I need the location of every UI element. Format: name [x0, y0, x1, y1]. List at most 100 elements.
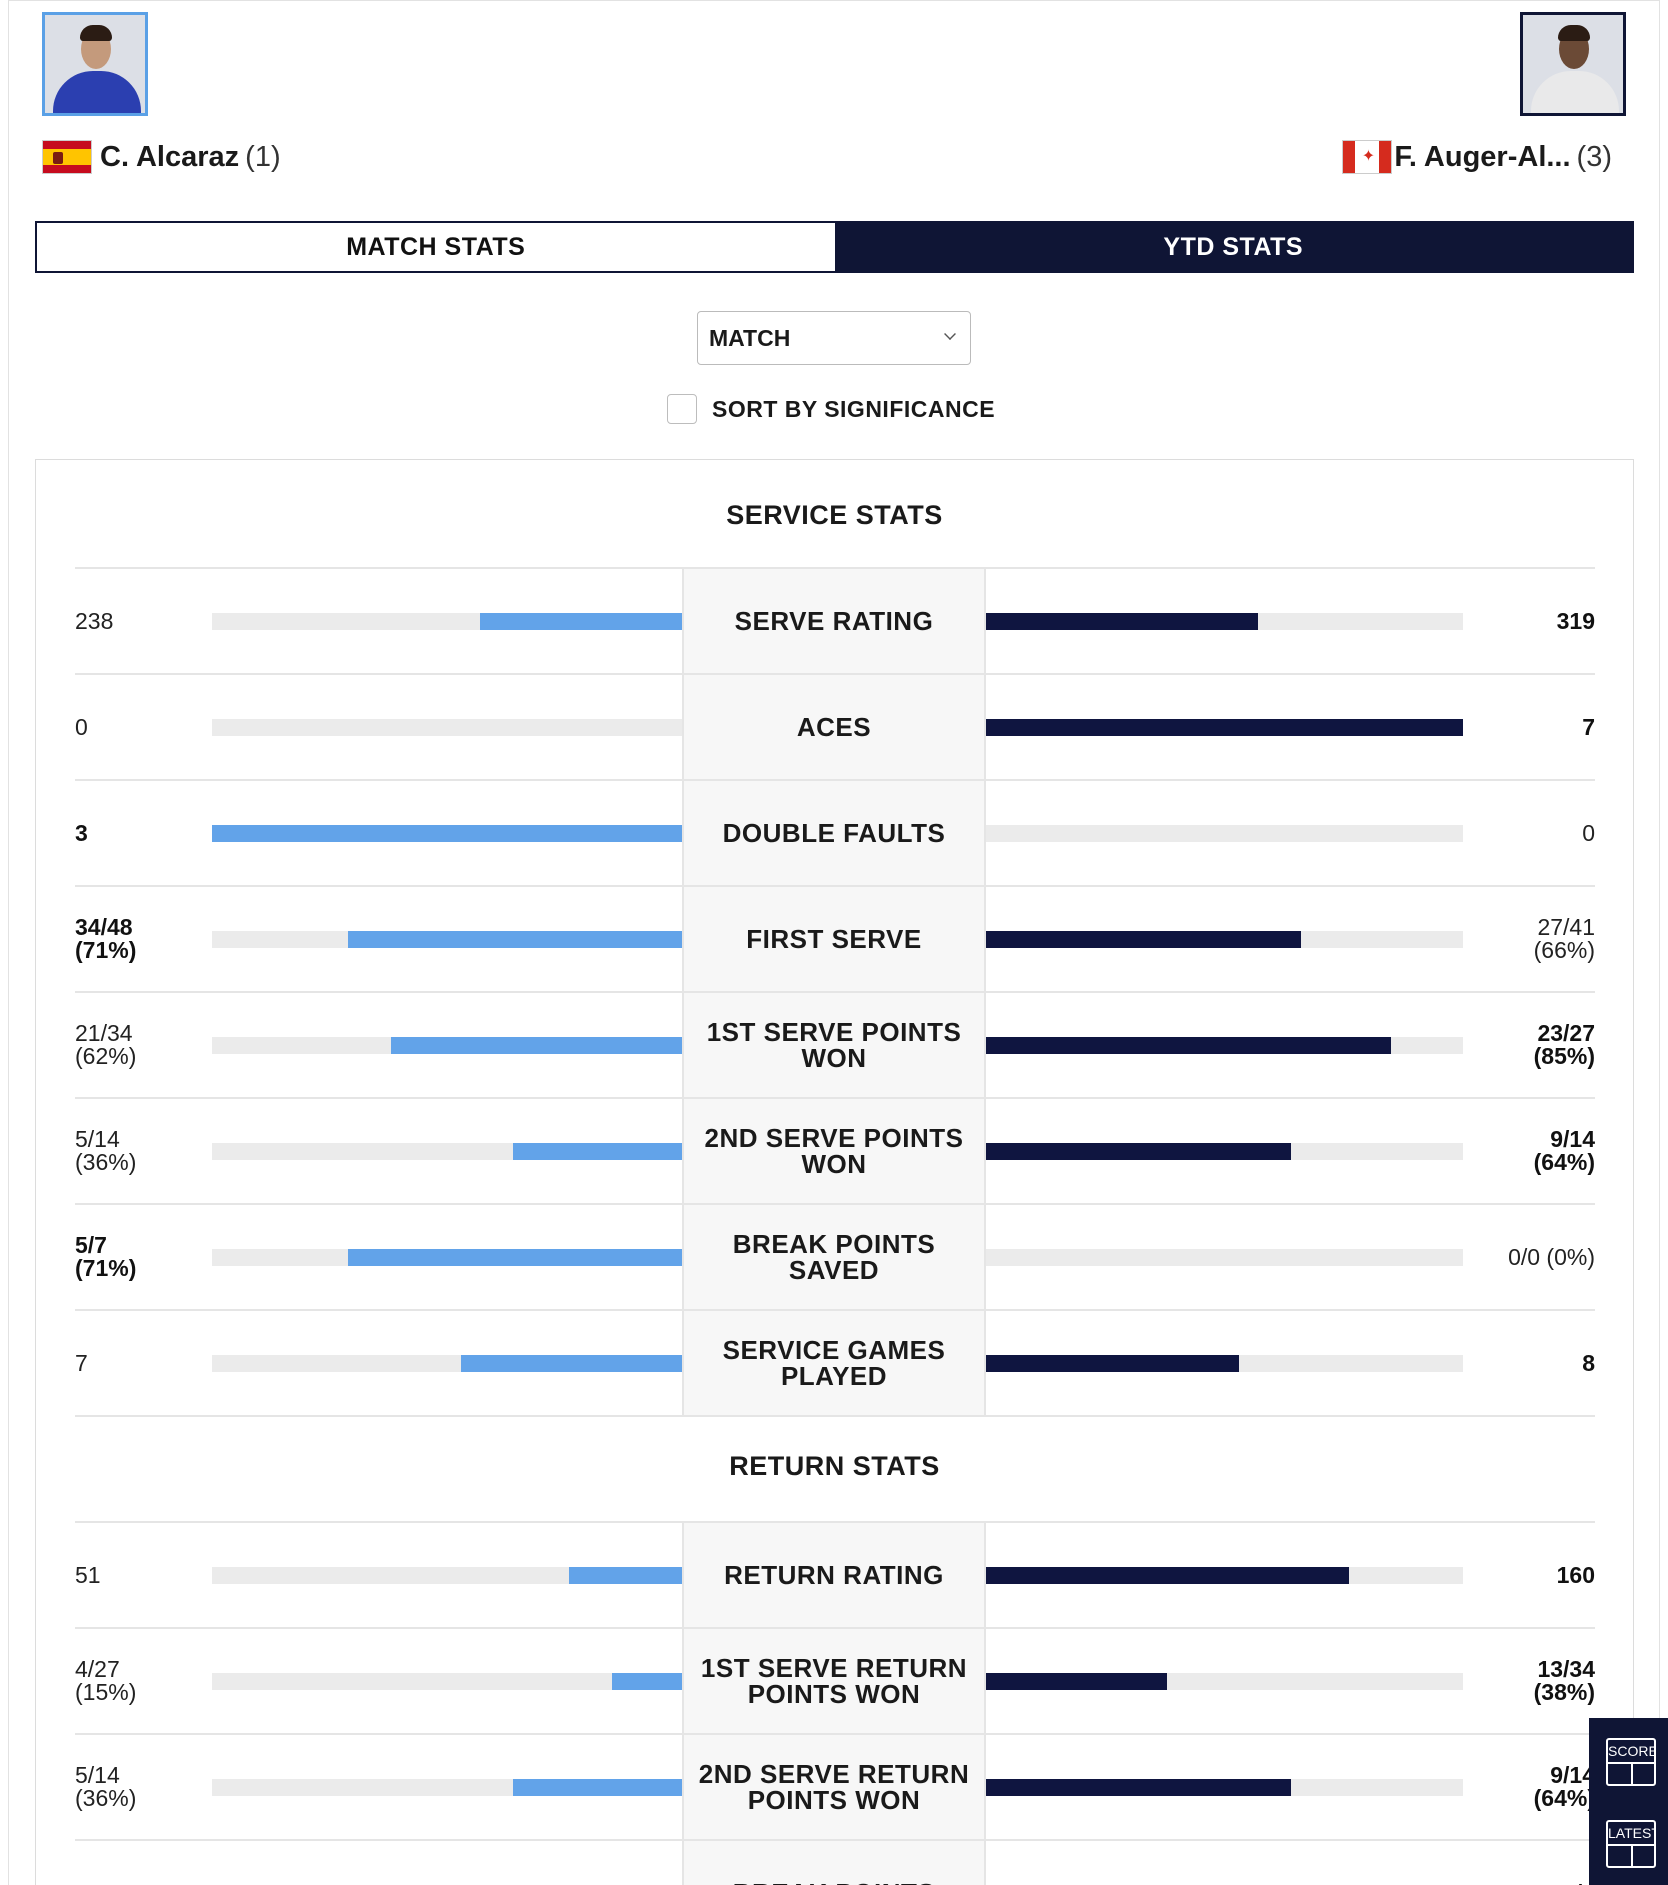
stat-right-bar [986, 1673, 1168, 1690]
stat-left-bar [479, 613, 682, 630]
stat-left-value: 3 [75, 781, 205, 885]
period-select[interactable]: MATCH [697, 311, 971, 365]
stat-label: DOUBLE FAULTS [682, 781, 986, 885]
stat-left-bar-track [212, 1249, 682, 1266]
stat-right-bar [986, 1037, 1392, 1054]
stat-row: 5/14 (36%) 2ND SERVE POINTS WON 9/14 (64%) [75, 1099, 1595, 1205]
stat-row: 5/14 (36%) 2ND SERVE RETURN POINTS WON 9/14… [75, 1735, 1595, 1841]
stat-left-value: 34/48 (71%) [75, 887, 205, 991]
stat-left-value-line: 7 [75, 1349, 88, 1376]
stat-left-bar-track [212, 719, 682, 736]
latest-label: LATEST [1608, 1825, 1656, 1841]
stat-left-bar-track [212, 1567, 682, 1584]
stat-left-bar-track [212, 1037, 682, 1054]
stat-left-bar [569, 1567, 682, 1584]
chevron-down-icon [944, 328, 956, 340]
service-section-title: SERVICE STATS [726, 500, 943, 530]
canada-flag-icon: ✦ [1342, 140, 1393, 174]
stat-left-value-line: 0 [75, 713, 88, 740]
stat-right-value: 23/27 (85%) [1455, 993, 1595, 1097]
stat-right-value-line: (66%) [1533, 937, 1595, 963]
stat-left-value: 5/14 (36%) [75, 1099, 205, 1203]
scores-label: SCORES [1608, 1743, 1654, 1759]
stat-left-value-line: 34/48 [75, 914, 133, 940]
stat-left-value-line: 3 [75, 819, 88, 846]
player-right-photo[interactable] [1520, 12, 1626, 116]
sort-checkbox[interactable] [667, 394, 697, 424]
stat-right-value: 319 [1455, 569, 1595, 673]
stat-right-value: 9/14 (64%) [1455, 1735, 1595, 1839]
tab-match-stats[interactable]: MATCH STATS [37, 223, 835, 271]
stat-label: SERVICE GAMES PLAYED [682, 1311, 986, 1415]
sort-toggle[interactable]: SORT BY SIGNIFICANCE [667, 394, 995, 424]
stat-label: 1ST SERVE RETURN POINTS WON [682, 1629, 986, 1733]
stat-left-bar [348, 931, 682, 948]
stat-right-bar-track [986, 1673, 1463, 1690]
stat-right-value: 8 [1455, 1311, 1595, 1415]
player-left-seed: (1) [245, 140, 281, 173]
spain-flag-icon [42, 140, 92, 174]
stat-right-value: 160 [1455, 1523, 1595, 1627]
stat-row: BREAK POINTS 2/7 [75, 1841, 1595, 1885]
stat-right-bar [986, 613, 1258, 630]
stat-left-value-line: 5/14 [75, 1126, 120, 1152]
player-left-name[interactable]: C. Alcaraz (1) [42, 140, 281, 174]
player-right-seed: (3) [1576, 140, 1612, 173]
stat-left-bar-track [212, 1673, 682, 1690]
stat-row: 21/34 (62%) 1ST SERVE POINTS WON 23/27 (85%) [75, 993, 1595, 1099]
stat-label: BREAK POINTS [682, 1841, 986, 1885]
stat-left-value-line: 21/34 [75, 1020, 133, 1046]
stat-left-value: 21/34 (62%) [75, 993, 205, 1097]
period-select-value: MATCH [709, 324, 791, 351]
stat-right-value: 13/34 (38%) [1455, 1629, 1595, 1733]
stat-right-value: 0 [1455, 781, 1595, 885]
stat-left-value: 0 [75, 675, 205, 779]
stat-left-bar-track [212, 1143, 682, 1160]
stat-right-bar-track [986, 1037, 1463, 1054]
stat-right-value-line: 0/0 (0%) [1508, 1243, 1595, 1270]
stat-right-bar [986, 931, 1301, 948]
stat-right-value-line: (38%) [1533, 1679, 1595, 1705]
tab-ytd-stats[interactable]: YTD STATS [834, 223, 1632, 271]
stat-label: FIRST SERVE [682, 887, 986, 991]
stat-right-bar-track [986, 1249, 1463, 1266]
side-widget: SCORES LATEST [1589, 1718, 1668, 1885]
scores-button[interactable]: SCORES [1606, 1738, 1656, 1786]
stat-right-bar-track [986, 931, 1463, 948]
stat-right-value-line: 7 [1582, 713, 1595, 740]
stat-left-bar-track [212, 1779, 682, 1796]
stat-left-bar-track [212, 931, 682, 948]
stat-label: BREAK POINTS SAVED [682, 1205, 986, 1309]
stat-right-bar [986, 1355, 1239, 1372]
stat-right-bar [986, 719, 1463, 736]
stat-left-bar [512, 1779, 682, 1796]
stat-left-bar-track [212, 1355, 682, 1372]
latest-button[interactable]: LATEST [1606, 1820, 1656, 1868]
stat-left-value: 7 [75, 1311, 205, 1415]
stat-left-bar [390, 1037, 682, 1054]
stat-right-value: 7 [1455, 675, 1595, 779]
stat-right-bar-track [986, 1567, 1463, 1584]
stat-right-value-line: (64%) [1533, 1149, 1595, 1175]
stat-row: 34/48 (71%) FIRST SERVE 27/41 (66%) [75, 887, 1595, 993]
sort-label: SORT BY SIGNIFICANCE [712, 395, 996, 422]
section-divider [75, 1521, 1595, 1523]
stat-row: 5/7 (71%) BREAK POINTS SAVED 0/0 (0%) [75, 1205, 1595, 1311]
stat-row: 0 ACES 7 [75, 675, 1595, 781]
stat-left-bar [512, 1143, 682, 1160]
stat-left-value-line: (71%) [75, 937, 137, 963]
stat-label: 2ND SERVE POINTS WON [682, 1099, 986, 1203]
section-divider [75, 567, 1595, 569]
stat-right-value-line: (64%) [1533, 1785, 1595, 1811]
stat-row: 3 DOUBLE FAULTS 0 [75, 781, 1595, 887]
stat-left-value: 4/27 (15%) [75, 1629, 205, 1733]
stat-left-bar-track [212, 825, 682, 842]
stat-right-value-line: 9/14 [1550, 1126, 1595, 1152]
player-right-name[interactable]: ✦ F. Auger-Al... (3) [1342, 140, 1612, 174]
stat-right-value: 2/7 [1455, 1841, 1595, 1885]
player-left-photo[interactable] [42, 12, 148, 116]
stat-right-value-line: 13/34 [1537, 1656, 1595, 1682]
stat-left-value-line: 4/27 [75, 1656, 120, 1682]
stat-label: SERVE RATING [682, 569, 986, 673]
stat-left-value-line: 238 [75, 607, 114, 634]
